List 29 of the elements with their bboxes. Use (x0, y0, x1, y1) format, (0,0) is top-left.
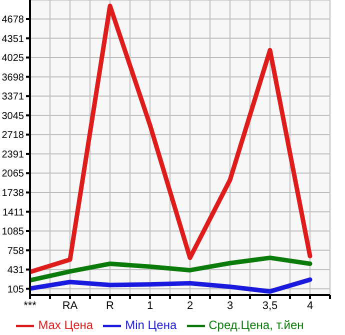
x-tick-label: 4 (306, 300, 314, 312)
y-tick-label: 1411 (2, 207, 24, 218)
x-tick-label: 3,5 (262, 300, 278, 312)
y-tick-label: 4351 (2, 34, 24, 45)
y-tick-label: 4678 (2, 14, 24, 26)
y-tick-label: 2065 (2, 168, 24, 180)
y-tick-label: 758 (7, 246, 24, 257)
x-tick-label: R (106, 300, 114, 312)
y-tick-label: 4025 (2, 53, 24, 64)
line-series (30, 256, 312, 282)
legend-label: Max Цена (38, 318, 94, 332)
y-tick-label: 105 (7, 284, 24, 296)
y-tick-label: 2718 (2, 130, 24, 142)
legend-label: Min Цена (125, 318, 177, 332)
y-tick-label: 431 (7, 265, 24, 276)
x-tick-label: 1 (146, 300, 154, 312)
x-tick-label: 3 (226, 300, 234, 312)
y-tick-label: 3698 (2, 72, 24, 84)
line-series (30, 4, 312, 274)
x-tick-label: *** (24, 300, 38, 312)
y-tick-label: 3045 (2, 110, 24, 122)
y-tick-label: 2391 (2, 149, 24, 160)
y-tick-label: 1085 (2, 226, 24, 238)
line-series (30, 277, 312, 294)
x-tick-label: 2 (186, 300, 194, 312)
legend-label: Сред.Цена, т.йен (208, 318, 304, 332)
y-tick-label: 1738 (2, 188, 24, 200)
y-tick-label: 3371 (2, 92, 24, 103)
x-tick-label: RA (62, 300, 78, 312)
